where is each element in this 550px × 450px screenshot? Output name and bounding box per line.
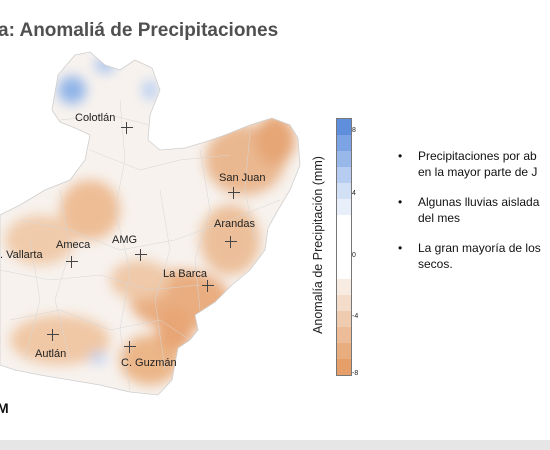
colorbar-tick-0: 0 xyxy=(352,252,356,259)
city-label-la-barca: La Barca xyxy=(163,268,208,280)
colorbar xyxy=(336,118,352,376)
bullet-item: La gran mayoría de los secos. xyxy=(398,240,550,272)
city-marker-autlan xyxy=(47,329,59,341)
city-marker-la-barca xyxy=(202,280,214,292)
city-label-autlan: Autlán xyxy=(35,348,67,360)
bullet-item: Precipitaciones por ab en la mayor parte… xyxy=(398,148,550,180)
city-label-vallarta: . Vallarta xyxy=(0,249,43,261)
slide-title: a: Anomaliá de Precipitaciones xyxy=(0,20,279,41)
city-label-colotlan: Colotlán xyxy=(75,112,116,124)
colorbar-tick-minus-4: -4 xyxy=(352,313,359,320)
colorbar-tick-minus-8: -8 xyxy=(352,370,359,377)
city-marker-colotlan xyxy=(121,122,133,134)
city-label-arandas: Arandas xyxy=(214,218,255,230)
city-marker-arandas xyxy=(225,236,237,248)
city-label-san-juan: San Juan xyxy=(219,172,266,184)
city-marker-ameca xyxy=(66,256,78,268)
corner-text: M xyxy=(0,400,9,416)
city-marker-c-guzman xyxy=(124,341,136,353)
precipitation-anomaly-map xyxy=(0,51,301,396)
city-marker-amg xyxy=(135,249,147,261)
city-marker-san-juan xyxy=(228,187,240,199)
colorbar-tick-4: 4 xyxy=(352,190,356,197)
colorbar-tick-8: 8 xyxy=(352,127,356,134)
slide: a: Anomaliá de Precipitaciones xyxy=(0,0,550,440)
bullet-item: Algunas lluvias aislada del mes xyxy=(398,194,550,226)
bullet-list: Precipitaciones por ab en la mayor parte… xyxy=(398,148,550,286)
city-label-amg: AMG xyxy=(112,234,138,246)
city-label-c-guzman: C. Guzmán xyxy=(121,357,177,369)
city-label-ameca: Ameca xyxy=(56,239,91,251)
